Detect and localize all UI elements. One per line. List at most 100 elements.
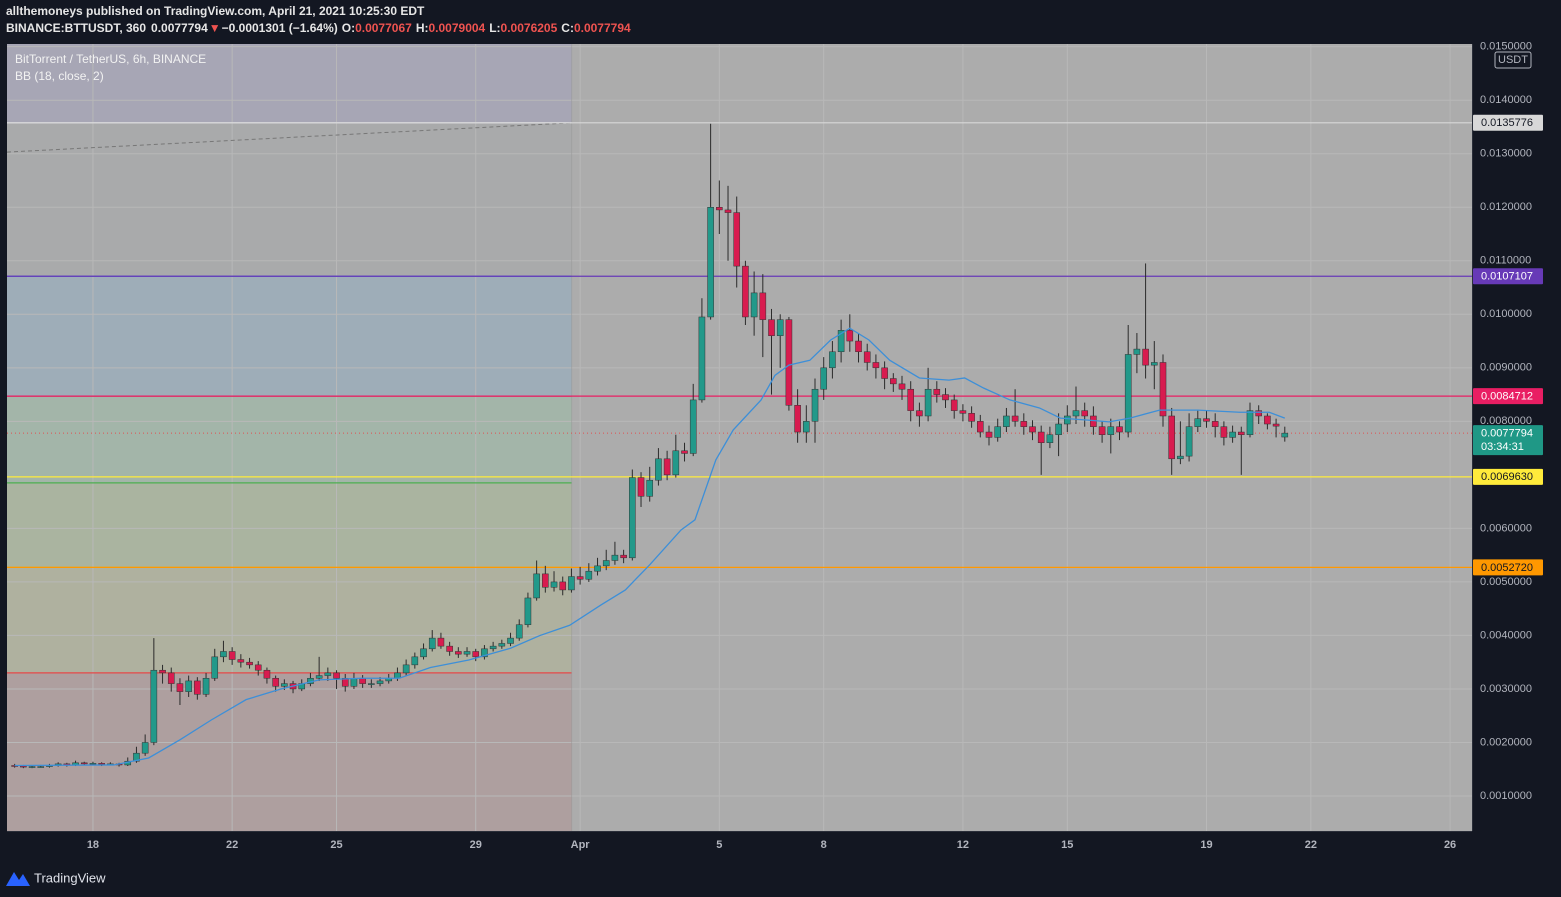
bb-basis-line xyxy=(14,327,1286,767)
x-tick-label: 26 xyxy=(1444,839,1456,851)
candle-body xyxy=(542,573,549,588)
candle-body xyxy=(472,651,480,658)
candle-body xyxy=(446,645,453,652)
candle-body xyxy=(481,648,488,658)
candle-body xyxy=(89,763,97,765)
candle-body xyxy=(463,651,471,655)
candle-body xyxy=(272,677,279,687)
candle-body xyxy=(333,672,340,679)
candle-body xyxy=(159,669,166,674)
last-price: 0.0077794 xyxy=(151,21,208,35)
y-tick-label: 0.0100000 xyxy=(1480,308,1532,320)
candle-body xyxy=(263,669,271,679)
candle-body xyxy=(1229,431,1236,438)
y-tick-label: 0.0040000 xyxy=(1480,629,1532,641)
candle-body xyxy=(959,410,967,414)
change-arrow: ▼ xyxy=(209,21,221,35)
ohlc-value: 0.0076205 xyxy=(501,21,558,35)
candle-body xyxy=(968,413,975,422)
candle-body xyxy=(1116,426,1123,433)
candle-body xyxy=(1098,426,1106,435)
candle-body xyxy=(133,752,140,762)
candle-body xyxy=(585,570,593,580)
candle-body xyxy=(1211,421,1219,427)
y-tick-label: 0.0060000 xyxy=(1480,522,1532,534)
y-tick-label: 0.0050000 xyxy=(1480,576,1532,588)
ohlc-value: 0.0077794 xyxy=(574,21,631,35)
candle-body xyxy=(637,477,645,497)
candle-body xyxy=(420,648,427,658)
candle-body xyxy=(698,316,706,401)
candle-body xyxy=(315,675,323,679)
candle-body xyxy=(829,351,836,369)
last-price-tag xyxy=(1473,425,1543,456)
symbol: BINANCE:BTTUSDT, 360 xyxy=(6,21,146,35)
y-tick-label: 0.0120000 xyxy=(1480,201,1532,213)
y-tick-label: 0.0080000 xyxy=(1480,415,1532,427)
candle-body xyxy=(855,340,862,353)
candle-body xyxy=(524,597,532,625)
candle-body xyxy=(455,651,462,655)
candle-body xyxy=(872,362,880,369)
candle-body xyxy=(742,265,749,318)
price-tag-label: 0.0052720 xyxy=(1481,562,1533,574)
candle-body xyxy=(1168,415,1175,460)
candle-body xyxy=(898,383,906,390)
chart-title: BitTorrent / TetherUS, 6h, BINANCE xyxy=(15,52,206,66)
candle-body xyxy=(837,330,845,353)
candle-body xyxy=(1037,431,1045,443)
candle-body xyxy=(281,683,288,687)
candle-body xyxy=(977,421,984,433)
candle-body xyxy=(1203,418,1210,422)
ohlc-label: L: xyxy=(489,21,500,35)
candle-body xyxy=(907,388,915,411)
candle-body xyxy=(1072,410,1080,417)
candle-body xyxy=(594,565,601,572)
candle-body xyxy=(985,431,993,438)
candle-body xyxy=(98,763,105,765)
candle-body xyxy=(437,637,445,647)
unit-box xyxy=(1494,51,1532,69)
zone-fill xyxy=(7,482,572,568)
candle-body xyxy=(646,479,654,497)
x-tick-label: 22 xyxy=(1305,839,1317,851)
candle-body xyxy=(489,645,497,650)
price-tag xyxy=(1473,388,1543,405)
y-tick-label: 0.0090000 xyxy=(1480,362,1532,374)
zone-fill xyxy=(7,122,572,277)
candle-body xyxy=(1264,415,1271,425)
y-tick-label: 0.0020000 xyxy=(1480,736,1532,748)
candle-body xyxy=(785,319,793,406)
candle-body xyxy=(237,659,245,663)
candle-body xyxy=(150,669,158,743)
candle-body xyxy=(689,399,697,454)
candle-body xyxy=(820,367,828,390)
candle-body xyxy=(1177,455,1184,460)
publisher-line: allthemoneys published on TradingView.co… xyxy=(6,4,425,18)
candle-body xyxy=(950,399,958,411)
candle-body xyxy=(1124,354,1132,433)
candle-body xyxy=(194,680,201,695)
candle-body xyxy=(916,410,923,417)
candle-body xyxy=(629,477,636,559)
zone-fill xyxy=(7,672,572,831)
candle-body xyxy=(428,637,436,650)
plot xyxy=(6,44,1472,831)
candle-body xyxy=(202,677,210,695)
candle-body xyxy=(707,206,714,318)
y-tick-label: 0.0030000 xyxy=(1480,683,1532,695)
symbol-line: BINANCE:BTTUSDT, 360 0.0077794▼−0.0001301… xyxy=(6,21,631,35)
candle-body xyxy=(924,388,932,417)
candle-body xyxy=(768,319,775,336)
candle-body xyxy=(1281,432,1289,438)
y-tick-label: 0.0140000 xyxy=(1480,94,1532,106)
ohlc-label: C: xyxy=(561,21,574,35)
ohlc-label: H: xyxy=(416,21,429,35)
candle-body xyxy=(1272,423,1280,427)
footer-logo xyxy=(6,872,30,886)
candle-body xyxy=(220,651,227,658)
x-tick-label: 5 xyxy=(716,839,722,851)
zone-fill xyxy=(7,396,572,483)
candle-body xyxy=(663,458,671,476)
candle-body xyxy=(890,378,897,385)
